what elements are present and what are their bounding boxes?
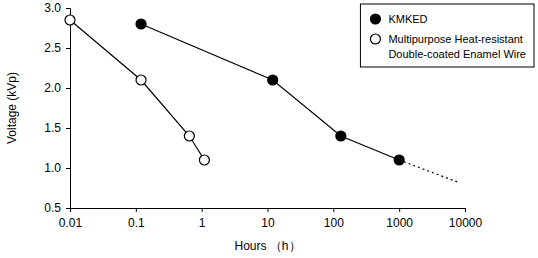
y-axis-tick-mark xyxy=(66,48,70,49)
point xyxy=(268,75,278,85)
x-axis-tick-mark xyxy=(399,208,400,212)
legend-box xyxy=(360,4,534,67)
point xyxy=(336,131,346,141)
x-axis-tick-label: 100 xyxy=(324,216,344,230)
x-axis: 0.01 0.1 1 10 100 1000 10000 xyxy=(59,208,483,230)
x-axis-tick: 1000 xyxy=(386,208,413,230)
y-axis-tick-mark xyxy=(66,128,70,129)
x-axis-tick-label: 1000 xyxy=(386,216,413,230)
point xyxy=(394,155,404,165)
x-axis-tick: 10000 xyxy=(449,208,483,230)
x-axis-tick: 100 xyxy=(324,208,344,230)
y-axis-tick-label: 3.0 xyxy=(44,1,61,15)
legend-item: KMKED xyxy=(370,13,427,25)
y-axis-tick: 1.5 xyxy=(44,121,70,135)
y-axis-tick: 0.5 xyxy=(44,201,70,215)
x-axis-tick: 10 xyxy=(261,208,275,230)
point xyxy=(65,15,75,25)
x-axis-tick-mark xyxy=(136,208,137,212)
y-axis-tick: 1.0 xyxy=(44,161,70,175)
x-axis-tick-mark xyxy=(202,208,203,212)
x-axis-tick-label: 0.01 xyxy=(59,216,83,230)
x-axis-tick-mark xyxy=(268,208,269,212)
y-axis-tick-label: 1.0 xyxy=(44,161,61,175)
legend: KMKED Multipurpose Heat-resistantDouble-c… xyxy=(360,4,534,67)
chart: 0.01 0.1 1 10 100 1000 10000 0.5 1.0 1.5 2.0 2.5 3.0… xyxy=(0,0,538,258)
x-axis-tick-label: 1 xyxy=(199,216,206,230)
y-axis-tick-mark xyxy=(66,8,70,9)
x-axis-tick: 1 xyxy=(199,208,206,230)
x-axis-tick: 0.1 xyxy=(128,208,145,230)
x-axis-tick-label: 10000 xyxy=(449,216,483,230)
x-axis-tick-label: 10 xyxy=(261,216,275,230)
y-axis-tick: 3.0 xyxy=(44,1,70,15)
legend-marker xyxy=(370,14,380,24)
x-axis-tick: 0.01 xyxy=(59,208,83,230)
y-axis-tick-label: 2.0 xyxy=(44,81,61,95)
x-axis-tick-mark xyxy=(465,208,466,212)
point xyxy=(184,131,194,141)
y-axis-line xyxy=(66,9,71,209)
y-axis-tick-label: 1.5 xyxy=(44,121,61,135)
y-axis-tick-label: 0.5 xyxy=(44,201,61,215)
x-axis-tick-label: 0.1 xyxy=(128,216,145,230)
y-axis-title: Voltage (kVp) xyxy=(5,72,19,144)
point xyxy=(199,155,209,165)
x-axis-title: Hours （h） xyxy=(234,239,300,253)
legend-label: Multipurpose Heat-resistantDouble-coated… xyxy=(388,33,526,60)
point xyxy=(136,19,146,29)
y-axis-tick: 2.5 xyxy=(44,41,70,55)
series-line xyxy=(70,20,204,160)
y-axis-tick-mark xyxy=(66,208,70,209)
x-axis-line xyxy=(71,209,466,213)
y-axis-tick-label: 2.5 xyxy=(44,41,61,55)
y-axis-tick: 2.0 xyxy=(44,81,70,95)
y-axis-tick-mark xyxy=(66,88,70,89)
series-line xyxy=(399,160,458,182)
legend-label: KMKED xyxy=(388,13,427,25)
legend-item: Multipurpose Heat-resistantDouble-coated… xyxy=(370,33,526,60)
y-axis-tick-mark xyxy=(66,168,70,169)
y-axis: 0.5 1.0 1.5 2.0 2.5 3.0 xyxy=(44,1,70,215)
x-axis-tick-mark xyxy=(333,208,334,212)
legend-marker xyxy=(370,34,380,44)
point xyxy=(136,75,146,85)
